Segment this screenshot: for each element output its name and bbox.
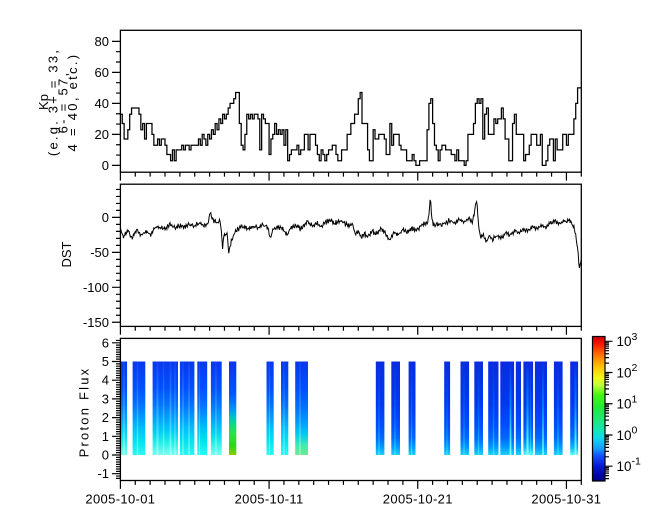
svg-text:-1: -1 [97, 466, 109, 481]
svg-text:2005-10-21: 2005-10-21 [383, 492, 453, 507]
svg-text:1: 1 [102, 429, 109, 444]
svg-text:3: 3 [102, 391, 109, 406]
svg-text:0: 0 [102, 448, 109, 463]
svg-text:DST: DST [59, 241, 74, 267]
svg-text:2005-10-11: 2005-10-11 [235, 492, 304, 507]
svg-text:2: 2 [102, 410, 109, 425]
svg-text:2005-10-31: 2005-10-31 [531, 492, 601, 507]
svg-text:-150: -150 [83, 315, 109, 330]
svg-text:0: 0 [102, 210, 109, 225]
svg-text:6: 6 [102, 335, 109, 350]
svg-text:80: 80 [95, 34, 109, 49]
svg-text:40: 40 [95, 96, 109, 111]
svg-text:Proton Flux: Proton Flux [77, 367, 92, 458]
svg-text:4: 4 [102, 373, 109, 388]
svg-text:6- = 57,: 6- = 57, [55, 71, 70, 134]
svg-text:4 = 40, etc.): 4 = 40, etc.) [65, 53, 80, 152]
svg-text:0: 0 [102, 158, 109, 173]
svg-text:5: 5 [102, 354, 109, 369]
svg-text:-50: -50 [90, 245, 109, 260]
svg-text:2005-10-01: 2005-10-01 [85, 492, 155, 507]
svg-text:20: 20 [95, 127, 109, 142]
svg-text:60: 60 [95, 65, 109, 80]
svg-text:-100: -100 [83, 280, 109, 295]
svg-text:Kp: Kp [36, 94, 51, 110]
svg-text:(e.g. 3+ = 33,: (e.g. 3+ = 33, [46, 48, 61, 156]
